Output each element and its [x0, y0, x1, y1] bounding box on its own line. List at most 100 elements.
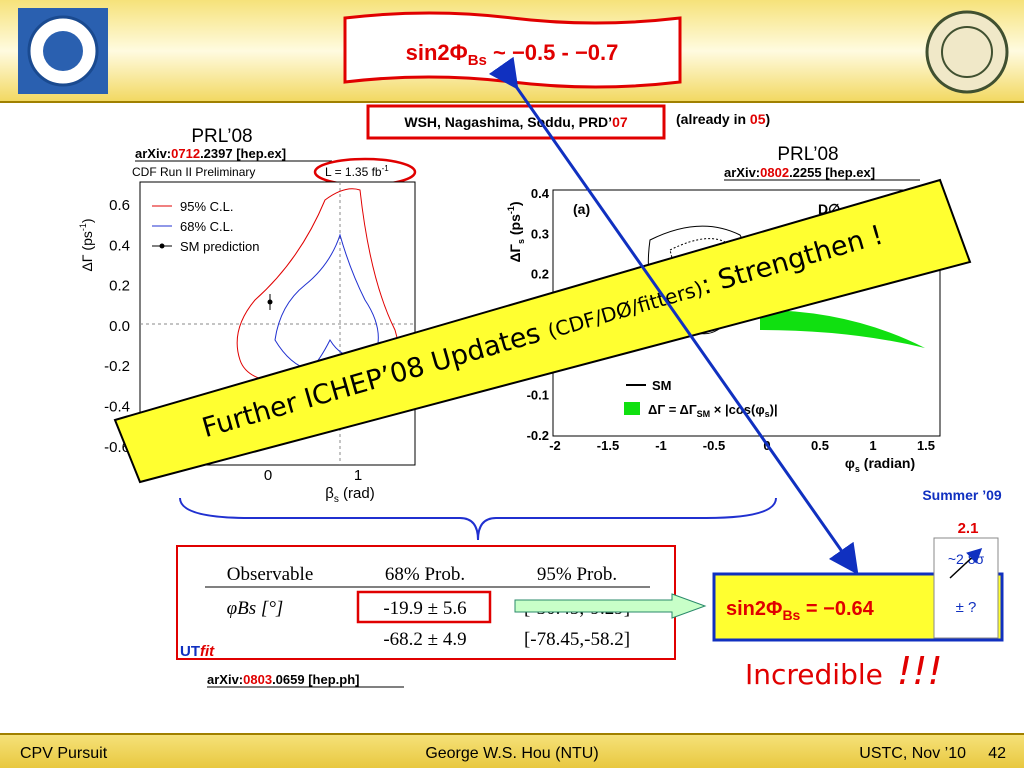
- x-tick-label: -0.5: [703, 438, 725, 453]
- link-arrow: [488, 56, 859, 575]
- arxiv: arXiv:0712.2397 [hep.ex]: [135, 146, 286, 161]
- lumi-text: L = 1.35 fb: [325, 165, 382, 179]
- legend-formula: ΔΓ = ΔΓSM × |cos(φs)|: [648, 402, 778, 419]
- footer-band: [0, 734, 1024, 768]
- fit: fit: [200, 643, 215, 660]
- xlabel-rest: (rad): [339, 485, 375, 502]
- brace: [179, 497, 777, 541]
- note-year: 05: [750, 111, 766, 127]
- note-post: ): [766, 111, 771, 127]
- title-main: sin2Φ: [406, 40, 468, 65]
- y-tick-label: 0.0: [109, 318, 130, 335]
- reference-note: (already in 05): [676, 111, 770, 127]
- r: (ps: [507, 214, 523, 239]
- x-tick-label: 1: [869, 438, 876, 453]
- arrow: [514, 593, 707, 619]
- left-ylabel: ΔΓ (ps-1): [78, 218, 95, 271]
- th: 68% Prob.: [385, 564, 465, 585]
- y-tick-label: 0.2: [531, 267, 549, 282]
- reference: WSH, Nagashima, Soddu, PRD’07: [404, 114, 627, 130]
- pm: ± ?: [956, 599, 977, 616]
- left-xlabel: βs (rad): [325, 485, 374, 505]
- experiment: CDF Run II Preliminary: [132, 165, 255, 179]
- highlight: [356, 590, 492, 624]
- r: (radian): [860, 455, 915, 471]
- y-tick-label: 0.3: [531, 226, 549, 241]
- f5: )|: [770, 402, 778, 417]
- logo-left-core: [43, 31, 83, 71]
- y-tick-label: 0.2: [109, 278, 130, 295]
- incredible: Incredible!!!: [745, 649, 943, 693]
- up-arrow: [949, 547, 983, 579]
- incredible-word: Incredible: [745, 658, 883, 691]
- x-tick-label: -1: [655, 438, 667, 453]
- arxiv-id: 0802: [760, 165, 789, 180]
- right-ylabel: ΔΓs (ps-1): [506, 201, 526, 262]
- logo-right: [925, 10, 1009, 94]
- y-tick-label: -0.2: [104, 358, 130, 375]
- x-tick-label: -1.5: [597, 438, 619, 453]
- y-tick-label: 0.6: [109, 197, 130, 214]
- td: -19.9 ± 5.6: [383, 598, 466, 619]
- legend-band: [624, 402, 640, 415]
- th: Observable: [227, 564, 314, 585]
- reference-authors: WSH, Nagashima, Soddu, PRD’: [404, 114, 612, 130]
- th: 95% Prob.: [537, 564, 617, 585]
- x-tick-label: 0.5: [811, 438, 829, 453]
- arxiv-rest: .0659 [hep.ph]: [272, 672, 359, 687]
- note-pre: (already in: [676, 111, 750, 127]
- journal: PRL’08: [191, 126, 252, 147]
- lumi: L = 1.35 fb-1: [325, 164, 389, 179]
- legend-entry: 68% C.L.: [180, 219, 233, 234]
- arxiv-id: 0712: [171, 146, 200, 161]
- u: -1: [506, 206, 516, 214]
- td: [-78.45,-58.2]: [524, 629, 630, 650]
- right-xlabel: φs (radian): [845, 455, 915, 474]
- bang: !!!: [897, 649, 943, 693]
- ut: UT: [180, 643, 200, 660]
- utfit: UTfit: [180, 643, 215, 660]
- td: φBs [°]: [227, 598, 284, 619]
- t: ΔΓ: [507, 243, 523, 262]
- reference-year: 07: [612, 114, 628, 130]
- xlabel-text: β: [325, 485, 334, 502]
- f1: ΔΓ = ΔΓ: [648, 402, 697, 417]
- arxiv-id: 0803: [243, 672, 272, 687]
- footer-left: CPV Pursuit: [20, 745, 108, 762]
- r-rest: = −0.64: [800, 598, 874, 620]
- y-tick-label: -0.1: [527, 388, 549, 403]
- lumi-sup: -1: [382, 164, 390, 173]
- x-tick-label: 1: [354, 467, 362, 484]
- title-rest: ~ −0.5 - −0.7: [487, 40, 618, 65]
- footer-page: 42: [988, 745, 1006, 762]
- side-box: [933, 537, 999, 639]
- legend-entry: 95% C.L.: [180, 199, 233, 214]
- journal: PRL’08: [777, 144, 838, 165]
- ylabel-close: ): [79, 218, 95, 223]
- ylabel-text: ΔΓ (ps: [79, 231, 95, 271]
- c: ): [507, 201, 523, 206]
- arxiv-prefix: arXiv:: [724, 165, 760, 180]
- arxiv: arXiv:0803.0659 [hep.ph]: [207, 672, 359, 687]
- footer-right: USTC, Nov ’10: [859, 745, 966, 762]
- r-main: sin2Φ: [726, 598, 782, 620]
- ylabel-sup: -1: [78, 223, 88, 231]
- logo-right-ring: [941, 26, 993, 78]
- xlabel-sub: s: [334, 494, 339, 505]
- t: φ: [845, 455, 855, 471]
- footer-center: George W.S. Hou (NTU): [425, 745, 598, 762]
- value: 2.1: [958, 520, 979, 537]
- f2: SM: [697, 409, 711, 419]
- td: -68.2 ± 4.9: [383, 629, 466, 650]
- r-sub: Bs: [782, 607, 800, 623]
- sigma: ~2.8σ: [948, 551, 985, 567]
- title-sub: Bs: [468, 52, 487, 69]
- x-tick-label: 1.5: [917, 438, 935, 453]
- arxiv-rest: .2255 [hep.ex]: [789, 165, 875, 180]
- y-tick-label: -0.2: [527, 428, 549, 443]
- legend-sm: SM: [652, 378, 672, 393]
- title: sin2ΦBs ~ −0.5 - −0.7: [406, 40, 619, 69]
- y-tick-label: -0.4: [104, 399, 130, 416]
- panel: (a): [573, 201, 590, 217]
